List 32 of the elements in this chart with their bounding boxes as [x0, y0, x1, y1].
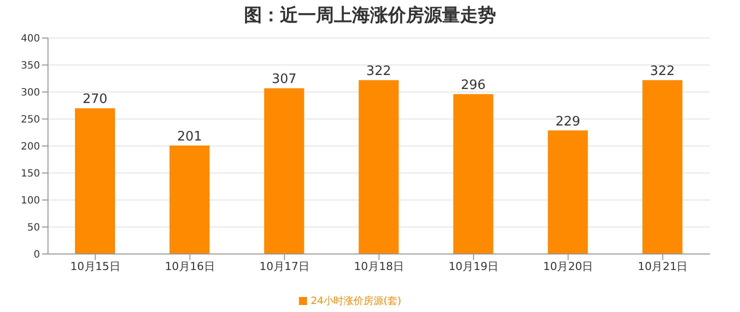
x-tick-label: 10月20日: [543, 260, 594, 273]
data-label: 322: [650, 64, 675, 80]
y-tick-label: 300: [20, 88, 40, 99]
y-tick-label: 250: [20, 114, 40, 126]
data-label: 296: [460, 78, 486, 94]
data-label: 322: [366, 64, 392, 80]
x-tick-label: 10月16日: [164, 260, 215, 273]
bar: [358, 80, 399, 254]
legend-label: 24小时涨价房源(套): [310, 296, 402, 307]
x-tick-label: 10月21日: [638, 260, 688, 273]
bar: [548, 130, 588, 254]
x-tick-label: 10月19日: [448, 260, 499, 273]
bar: [264, 88, 304, 254]
bar: [75, 108, 115, 254]
bar: [453, 94, 494, 254]
y-tick-label: 350: [20, 60, 40, 72]
bar: [642, 80, 682, 254]
y-tick-label: 400: [20, 34, 40, 45]
y-tick-label: 0: [34, 250, 40, 261]
chart-title: 图：近一周上海涨价房源量走势: [243, 4, 497, 28]
data-label: 201: [177, 129, 202, 144]
y-tick-label: 50: [27, 222, 40, 234]
data-label: 270: [82, 92, 108, 108]
y-tick-label: 150: [20, 168, 40, 180]
bar: [170, 145, 210, 254]
x-tick-label: 10月17日: [259, 260, 310, 273]
y-tick-label: 200: [20, 142, 40, 153]
data-label: 229: [555, 114, 580, 130]
x-tick-label: 10月18日: [354, 260, 404, 273]
y-tick-label: 100: [20, 196, 40, 207]
x-tick-label: 10月15日: [70, 260, 120, 273]
data-label: 307: [272, 72, 297, 88]
